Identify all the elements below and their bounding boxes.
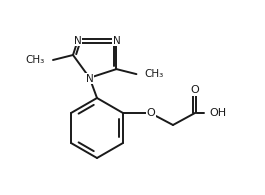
Text: CH₃: CH₃ — [144, 69, 164, 79]
Text: O: O — [191, 85, 199, 95]
Text: N: N — [74, 36, 81, 46]
Text: N: N — [113, 36, 120, 46]
Text: N: N — [86, 74, 94, 84]
Text: O: O — [147, 108, 155, 118]
Text: OH: OH — [209, 108, 226, 118]
Text: CH₃: CH₃ — [26, 55, 45, 65]
